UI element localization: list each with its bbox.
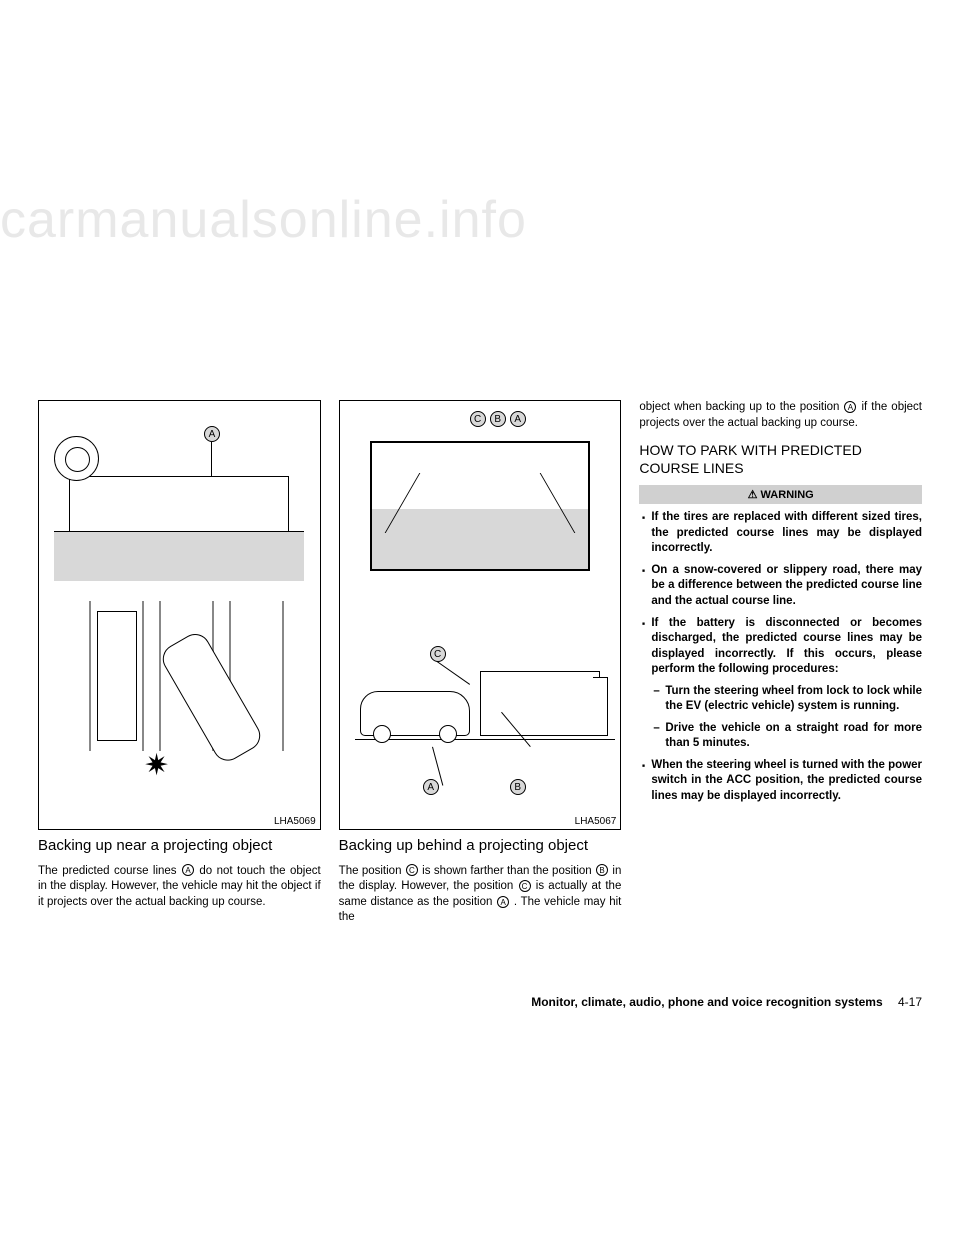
fig2-top-label-b: B <box>490 411 506 427</box>
col3-continuation: object when backing up to the position A… <box>639 400 922 431</box>
page-footer: Monitor, climate, audio, phone and voice… <box>531 995 922 1009</box>
col3-subsection-heading: HOW TO PARK WITH PREDICTED COURSE LINES <box>639 441 922 477</box>
figure-2-label: LHA5067 <box>575 816 617 827</box>
col1-body: The predicted course lines A do not touc… <box>38 864 321 911</box>
fig1-callout-a: A <box>204 426 220 442</box>
fig2-top-label-a: A <box>510 411 526 427</box>
warning-item-1: If the tires are replaced with different… <box>639 510 922 557</box>
warning-item-4: When the steering wheel is turned with t… <box>639 758 922 805</box>
warning-sublist: Turn the steering wheel from lock to loc… <box>651 684 922 752</box>
inline-label-a2: A <box>497 896 509 908</box>
col2-body: The position C is shown farther than the… <box>339 864 622 926</box>
column-left: A ✷ LHA5069 Backing up near a projecting… <box>38 400 321 926</box>
page-content: A ✷ LHA5069 Backing up near a projecting… <box>38 400 922 926</box>
impact-icon: ✷ <box>144 751 169 781</box>
figure-1: A ✷ LHA5069 <box>38 400 321 830</box>
warning-subitem-1: Turn the steering wheel from lock to loc… <box>651 684 922 715</box>
col2-heading: Backing up behind a projecting object <box>339 836 622 856</box>
figure-1-label: LHA5069 <box>274 816 316 827</box>
fig2-bottom-label-b: B <box>510 779 526 795</box>
column-middle: C B A C A <box>339 400 622 926</box>
inline-label-b: B <box>596 864 608 876</box>
warning-list: If the tires are replaced with different… <box>639 510 922 810</box>
warning-subitem-2: Drive the vehicle on a straight road for… <box>651 721 922 752</box>
inline-label-c2: C <box>519 880 531 892</box>
fig2-top-label-c: C <box>470 411 486 427</box>
inline-label-a: A <box>182 864 194 876</box>
figure-2: C B A C A <box>339 400 622 830</box>
fig2-bottom-label-c: C <box>430 646 446 662</box>
watermark-text: carmanualsonline.info <box>0 190 527 250</box>
warning-item-3: If the battery is disconnected or become… <box>639 616 922 752</box>
col1-heading: Backing up near a projecting object <box>38 836 321 856</box>
inline-label-c: C <box>406 864 418 876</box>
footer-page-number: 4-17 <box>898 995 922 1009</box>
warning-item-2: On a snow-covered or slippery road, ther… <box>639 563 922 610</box>
inline-label-a3: A <box>844 401 856 413</box>
footer-section: Monitor, climate, audio, phone and voice… <box>531 995 882 1009</box>
column-right: object when backing up to the position A… <box>639 400 922 926</box>
warning-header: WARNING <box>639 485 922 504</box>
fig2-bottom-label-a: A <box>423 779 439 795</box>
